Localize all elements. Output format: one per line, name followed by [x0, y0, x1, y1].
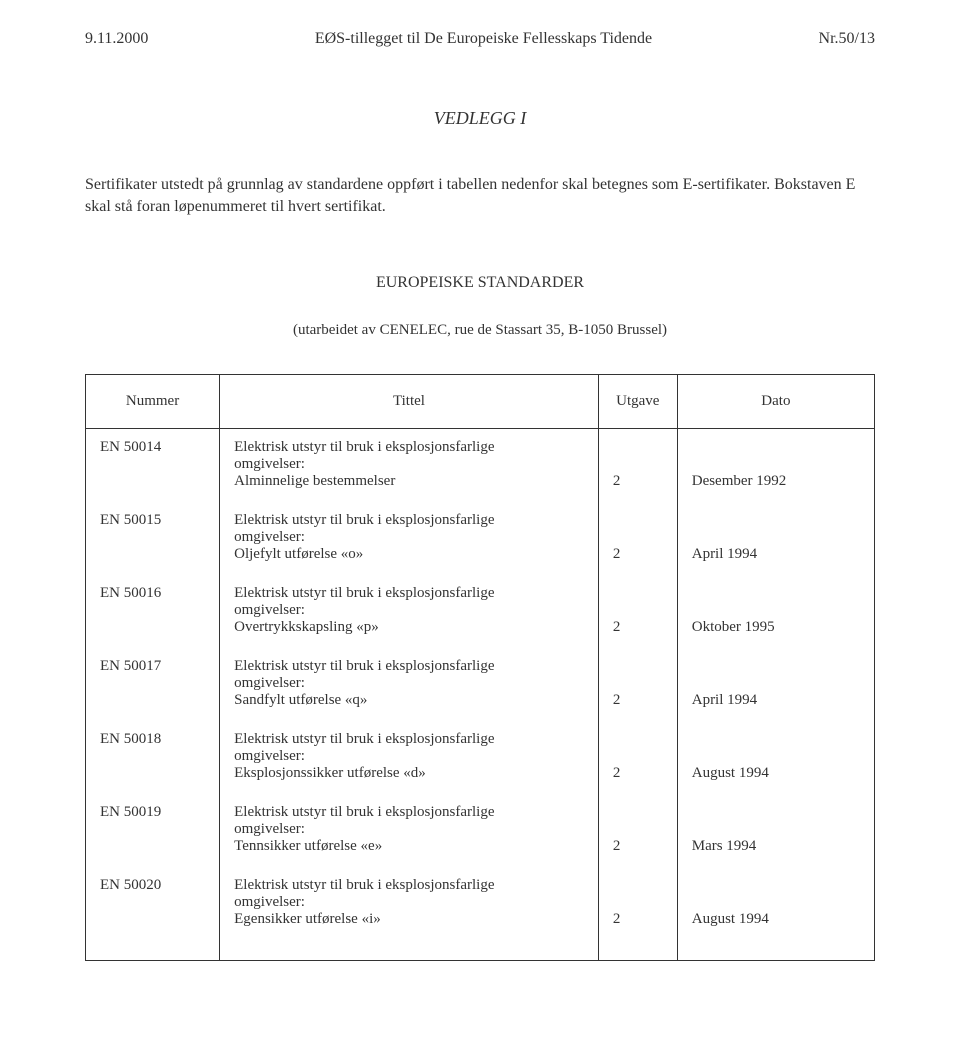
numbers-cell: EN 50014 EN 50015 EN 50016 EN 50017 EN 5… — [86, 428, 220, 960]
standard-title: Elektrisk utstyr til bruk i eksplosjonsf… — [234, 585, 584, 636]
standard-date: April 1994 — [692, 512, 860, 563]
titles-cell: Elektrisk utstyr til bruk i eksplosjonsf… — [220, 428, 599, 960]
page: 9.11.2000 EØS-tillegget til De Europeisk… — [0, 0, 960, 1055]
standard-date: Desember 1992 — [692, 439, 860, 490]
table-header-row: Nummer Tittel Utgave Dato — [86, 374, 875, 428]
standard-number: EN 50019 — [100, 804, 205, 855]
standard-number: EN 50014 — [100, 439, 205, 490]
col-header-title: Tittel — [220, 374, 599, 428]
editions-cell: 2 2 2 2 2 2 2 — [598, 428, 677, 960]
standard-number: EN 50016 — [100, 585, 205, 636]
standard-edition: 2 — [613, 877, 663, 928]
col-header-number: Nummer — [86, 374, 220, 428]
standard-title: Elektrisk utstyr til bruk i eksplosjonsf… — [234, 804, 584, 855]
standard-date: August 1994 — [692, 877, 860, 928]
standard-title: Elektrisk utstyr til bruk i eksplosjonsf… — [234, 512, 584, 563]
col-header-edition: Utgave — [598, 374, 677, 428]
standard-title: Elektrisk utstyr til bruk i eksplosjonsf… — [234, 877, 584, 928]
standard-date: August 1994 — [692, 731, 860, 782]
standard-edition: 2 — [613, 439, 663, 490]
standard-number: EN 50020 — [100, 877, 205, 928]
header-date: 9.11.2000 — [85, 30, 148, 48]
standard-date: Oktober 1995 — [692, 585, 860, 636]
standard-edition: 2 — [613, 804, 663, 855]
table-body-row: EN 50014 EN 50015 EN 50016 EN 50017 EN 5… — [86, 428, 875, 960]
standard-title: Elektrisk utstyr til bruk i eksplosjonsf… — [234, 439, 584, 490]
standard-date: April 1994 — [692, 658, 860, 709]
annex-title: VEDLEGG I — [85, 108, 875, 129]
standard-title: Elektrisk utstyr til bruk i eksplosjonsf… — [234, 658, 584, 709]
standards-table: Nummer Tittel Utgave Dato EN 50014 EN 50… — [85, 374, 875, 961]
standard-edition: 2 — [613, 512, 663, 563]
european-standards-heading: EUROPEISKE STANDARDER — [85, 274, 875, 292]
standard-number: EN 50018 — [100, 731, 205, 782]
standard-number: EN 50017 — [100, 658, 205, 709]
standard-title: Elektrisk utstyr til bruk i eksplosjonsf… — [234, 731, 584, 782]
standard-edition: 2 — [613, 731, 663, 782]
page-header: 9.11.2000 EØS-tillegget til De Europeisk… — [85, 30, 875, 48]
intro-paragraph: Sertifikater utstedt på grunnlag av stan… — [85, 174, 875, 219]
standard-edition: 2 — [613, 585, 663, 636]
header-title: EØS-tillegget til De Europeiske Fellessk… — [315, 30, 652, 48]
dates-cell: Desember 1992 April 1994 Oktober 1995 Ap… — [677, 428, 874, 960]
header-pageno: Nr.50/13 — [819, 30, 875, 48]
standard-number: EN 50015 — [100, 512, 205, 563]
col-header-date: Dato — [677, 374, 874, 428]
standard-edition: 2 — [613, 658, 663, 709]
standard-date: Mars 1994 — [692, 804, 860, 855]
european-standards-sub: (utarbeidet av CENELEC, rue de Stassart … — [85, 322, 875, 339]
